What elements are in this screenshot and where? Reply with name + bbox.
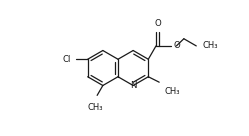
- Text: CH₃: CH₃: [202, 41, 218, 50]
- Text: N: N: [130, 81, 136, 90]
- Text: O: O: [154, 19, 161, 28]
- Text: O: O: [173, 41, 180, 50]
- Text: CH₃: CH₃: [87, 103, 103, 112]
- Text: CH₃: CH₃: [164, 87, 180, 96]
- Text: Cl: Cl: [63, 55, 71, 64]
